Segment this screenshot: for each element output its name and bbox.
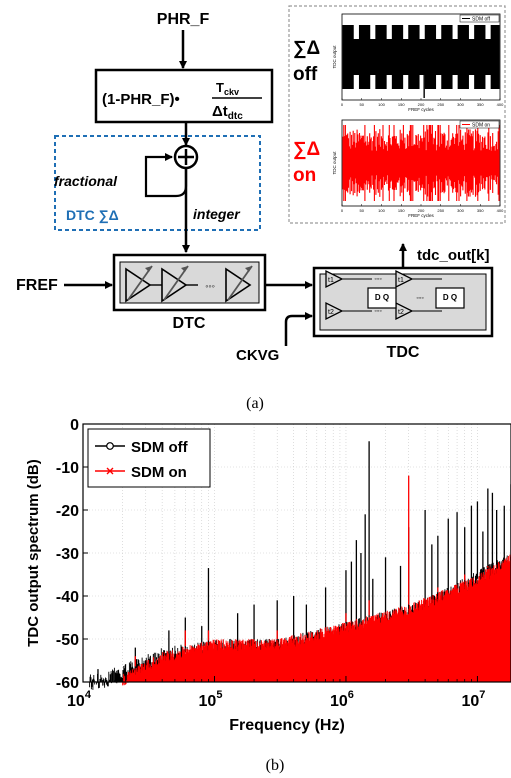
tdc-buffer <box>325 301 344 321</box>
tdc-cells: t1 t1 ◦◦◦ t2 t2 ◦◦◦ D Q D Q ◦◦◦ <box>325 269 465 321</box>
legend-label-sdm-off: SDM off <box>131 439 189 456</box>
y-tick-label: -10 <box>56 460 79 477</box>
sd-symbol-on: ∑Δ <box>293 139 320 160</box>
tdc-delay-label: t1 <box>398 277 404 284</box>
tdc-flipflop-label: D Q <box>443 293 457 302</box>
tdc-buffer <box>395 269 414 289</box>
tdc-buffer <box>395 301 414 321</box>
fref-label: FREF <box>16 277 58 294</box>
phr-f-label: PHR_F <box>157 11 210 28</box>
tdc-delay-label: t2 <box>328 309 334 316</box>
ckvg-arrow <box>284 312 313 346</box>
dtc-tune-arrow <box>127 265 153 301</box>
ckvg-label: CKVG <box>236 347 279 364</box>
dtc-sd-box <box>54 135 261 231</box>
y-tick-label: -40 <box>56 589 79 606</box>
inset-legend-box <box>459 14 500 23</box>
tdc-label: TDC <box>387 344 420 361</box>
series-sdm-on-noise <box>122 554 511 686</box>
dtc-tune-arrowhead <box>181 266 188 272</box>
inset-waveform <box>342 25 500 89</box>
inset-tick-label: 400 <box>497 102 504 107</box>
inset-tick-label: 200 <box>418 102 425 107</box>
inset-tick-label: 150 <box>398 208 405 213</box>
legend-box <box>87 428 211 488</box>
gain-numerator: Tckv <box>216 80 239 97</box>
dtc-tune-arrow <box>163 265 189 301</box>
inset-legend-label: SDM on <box>472 123 490 129</box>
inset-legend-box <box>459 120 500 129</box>
y-tick-label: -30 <box>56 546 79 563</box>
dtc-tune-arrowhead <box>145 266 152 272</box>
inset-sdm-off-plot: 0 50 100 150 200 250 300 350 400 FREF cycles TDC o… <box>332 13 504 112</box>
tdc-out-label: tdc_out[k] <box>417 247 490 264</box>
dtc-tune-arrow <box>227 265 253 301</box>
tdc-delay-label: t1 <box>328 277 334 284</box>
inset-tick-label: 0 <box>341 208 344 213</box>
tdc-dots: ◦◦◦ <box>374 308 381 315</box>
legend-marker-sdm-off <box>106 442 114 450</box>
x-tick-label: 104 <box>67 689 92 710</box>
caption-b: (b) <box>266 757 285 774</box>
inset-tick-label: 350 <box>477 102 484 107</box>
gain-block <box>94 68 274 124</box>
inset-tick-label: 200 <box>418 208 425 213</box>
inset-xlabel: FREF cycles <box>408 213 434 218</box>
dtc-delay-cells <box>125 265 253 303</box>
x-tick-label: 106 <box>330 689 354 710</box>
inset-tick-label: 0 <box>341 102 344 107</box>
y-tick-label: -20 <box>56 503 79 520</box>
y-tick-label: 0 <box>70 417 79 434</box>
x-axis-label: Frequency (Hz) <box>229 717 345 734</box>
tdc-flipflop <box>435 287 465 309</box>
inset-tick-label: 250 <box>437 208 444 213</box>
inset-tick-label: 300 <box>457 208 464 213</box>
inset-tick-label: 50 <box>360 208 365 213</box>
inset-tick-label: 250 <box>437 102 444 107</box>
inset-tick-label: 300 <box>457 102 464 107</box>
inset-ylabel: TDC output <box>332 45 337 69</box>
tdc-buffer <box>325 269 344 289</box>
x-tick-label: 105 <box>199 689 223 710</box>
dtc-label: DTC <box>173 315 206 332</box>
inset-tick-label: 350 <box>477 208 484 213</box>
dtc-dots: ◦◦◦ <box>205 281 215 291</box>
dtc-sd-label: DTC ∑Δ <box>66 207 119 224</box>
inset-sdm-on-plot: 0 50 100 150 200 250 300 350 400 FREF cycles TDC o… <box>332 119 504 218</box>
sd-off-label: off <box>293 64 318 85</box>
sd-symbol-off: ∑Δ <box>293 38 320 59</box>
y-tick-label: -60 <box>56 675 79 692</box>
inset-tick-label: 50 <box>360 102 365 107</box>
inset-tick-label: 100 <box>378 102 385 107</box>
tdc-flipflop-label: D Q <box>375 293 389 302</box>
x-tick-label: 107 <box>461 689 485 710</box>
y-tick-label: -50 <box>56 632 79 649</box>
fractional-label: fractional <box>54 173 118 189</box>
y-axis-label: TDC output spectrum (dB) <box>25 459 42 646</box>
legend-marker-sdm-on <box>106 467 114 475</box>
integer-label: integer <box>193 206 241 222</box>
inset-tick-label: 100 <box>378 208 385 213</box>
inset-tick-label: 150 <box>398 102 405 107</box>
tdc-dots: ◦◦◦ <box>374 276 381 283</box>
inset-tick-label: 400 <box>497 208 504 213</box>
gain-denominator: Δtdtc <box>212 103 243 122</box>
gain-prefix: (1-PHR_F)• <box>102 91 180 108</box>
inset-ylabel: TDC output <box>332 151 337 175</box>
tdc-flipflop <box>367 287 397 309</box>
dtc-tune-arrowhead <box>245 266 252 272</box>
caption-a: (a) <box>246 395 264 412</box>
inset-xlabel: FREF cycles <box>408 107 434 112</box>
inset-waveform <box>342 125 500 201</box>
sd-on-label: on <box>293 165 316 186</box>
inset-legend-label: SDM off <box>472 17 491 23</box>
legend-label-sdm-on: SDM on <box>131 464 187 481</box>
tdc-dots: ◦◦◦ <box>416 295 423 302</box>
tdc-delay-label: t2 <box>398 309 404 316</box>
